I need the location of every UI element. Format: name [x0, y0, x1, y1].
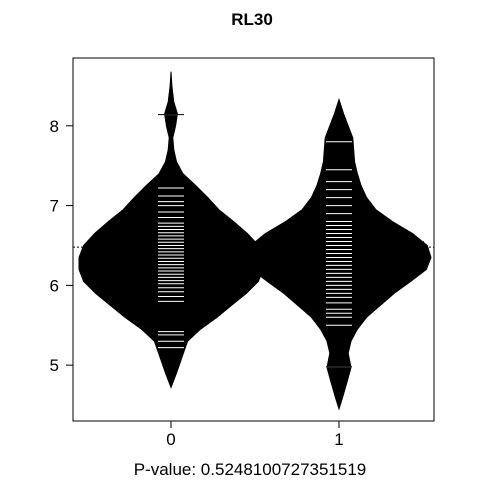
chart-title: RL30	[231, 10, 273, 29]
x-axis-label: P-value: 0.5248100727351519	[134, 460, 367, 479]
plot-frame	[72, 57, 435, 422]
y-tick-label: 5	[50, 356, 59, 375]
y-tick-label: 6	[50, 276, 59, 295]
bean-1	[246, 97, 432, 411]
axes: 5 6 7 8 0 1	[50, 117, 344, 449]
plot-area	[73, 71, 434, 411]
y-tick-label: 8	[50, 117, 59, 136]
x-tick-label: 1	[334, 430, 343, 449]
bean-0	[78, 71, 264, 389]
bean-density-1	[246, 97, 432, 411]
x-tick-label: 0	[166, 430, 175, 449]
y-tick-label: 7	[50, 197, 59, 216]
